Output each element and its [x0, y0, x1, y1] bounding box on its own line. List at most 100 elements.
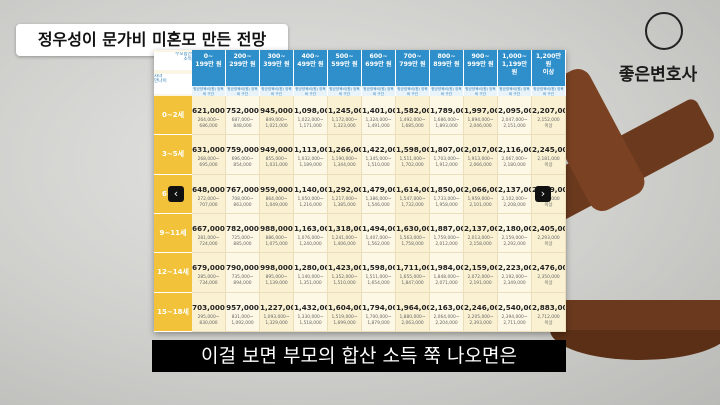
average-cost: 1,614,000: [396, 184, 429, 194]
cost-range: 1,050,000~ 1,216,000: [297, 196, 324, 208]
cost-range: 2,205,000~ 2,393,000: [467, 314, 494, 326]
column-header: 1,000~ 1,199만 원: [498, 50, 532, 86]
average-cost: 988,000: [260, 224, 293, 233]
average-cost: 1,163,000: [294, 224, 327, 233]
average-cost: 1,266,000: [328, 145, 361, 155]
logo-text: 좋은변호사: [618, 65, 698, 85]
table-cell: 1,598,000 1,511,000~ 1,654,000: [362, 253, 396, 293]
table-cell: 679,000 285,000~ 734,000: [192, 253, 226, 293]
column-header: 600~ 699만 원: [362, 50, 396, 86]
corner-top: 부모합산 소득: [154, 52, 192, 70]
column-subheader: 평균양육비(원) 양육비 구간: [294, 86, 328, 96]
average-cost: 2,066,000: [464, 184, 497, 194]
row-header: 9~11세: [154, 214, 192, 254]
table-cell: 1,984,000 1,848,000~ 2,071,000: [430, 253, 464, 293]
table-cell: 2,017,000 1,913,000~ 2,066,000: [464, 135, 498, 175]
average-cost: 2,405,000: [532, 224, 565, 233]
average-cost: 2,883,000: [532, 302, 565, 312]
table-cell: 1,401,000 1,324,000~ 1,491,000: [362, 96, 396, 136]
table-cell: 1,789,000 1,686,000~ 1,893,000: [430, 96, 464, 136]
column-subheader: 평균양육비(원) 양육비 구간: [532, 86, 566, 96]
cost-range: 895,000~ 1,139,000: [265, 275, 288, 287]
average-cost: 759,000: [226, 145, 259, 155]
average-cost: 767,000: [226, 184, 259, 194]
column-header: 800~ 899만 원: [430, 50, 464, 86]
column-subheader: 평균양육비(원) 양육비 구간: [226, 86, 260, 96]
cost-range: 1,703,000~ 1,912,000: [433, 157, 460, 169]
table-cell: 1,614,000 1,547,000~ 1,732,000: [396, 174, 430, 214]
table-cell: 1,997,000 1,894,000~ 2,046,000: [464, 96, 498, 136]
cost-range: 295,000~ 830,000: [197, 314, 220, 326]
cost-range: 1,140,000~ 1,351,000: [297, 275, 324, 287]
table-cell: 1,582,000 1,492,000~ 1,685,000: [396, 96, 430, 136]
average-cost: 1,227,000: [260, 302, 293, 312]
cost-range: 1,519,000~ 1,699,000: [331, 314, 358, 326]
average-cost: 1,098,000: [294, 106, 327, 115]
average-cost: 2,137,000: [498, 184, 531, 194]
cost-range: 285,000~ 734,000: [197, 275, 220, 287]
table-cell: 1,280,000 1,140,000~ 1,351,000: [294, 253, 328, 293]
average-cost: 1,997,000: [464, 106, 497, 115]
table-cell: 752,000 687,000~ 848,000: [226, 96, 260, 136]
table-cell: 1,887,000 1,759,000~ 2,012,000: [430, 214, 464, 254]
column-header: 0~ 199만 원: [192, 50, 226, 86]
prev-button[interactable]: ‹: [168, 186, 184, 202]
table-cell: 1,266,000 1,190,000~ 1,344,000: [328, 135, 362, 175]
next-button[interactable]: ›: [535, 186, 551, 202]
average-cost: 648,000: [192, 184, 225, 194]
column-header: 300~ 399만 원: [260, 50, 294, 86]
average-cost: 2,246,000: [464, 302, 497, 312]
table-cell: 2,207,000 2,152,000 이상: [532, 96, 566, 136]
table-cell: 2,883,000 2,712,000 이상: [532, 292, 566, 332]
table-cell: 2,246,000 2,205,000~ 2,393,000: [464, 292, 498, 332]
column-subheader: 평균양육비(원) 양육비 구간: [430, 86, 464, 96]
table-cell: 1,598,000 1,511,000~ 1,702,000: [396, 135, 430, 175]
average-cost: 2,159,000: [464, 263, 497, 273]
table-cell: 2,405,000 2,293,000 이상: [532, 214, 566, 254]
cost-range: 725,000~ 885,000: [231, 236, 254, 247]
row-header: 3~5세: [154, 135, 192, 175]
cost-range: 831,000~ 1,092,000: [231, 314, 254, 326]
cost-range: 1,386,000~ 1,546,000: [365, 196, 392, 208]
average-cost: 679,000: [192, 263, 225, 273]
table-cell: 1,318,000 1,241,000~ 1,406,000: [328, 214, 362, 254]
cost-range: 1,022,000~ 1,171,000: [297, 118, 324, 129]
cost-range: 1,032,000~ 1,189,000: [297, 157, 324, 169]
cost-range: 2,013,000~ 2,158,000: [467, 236, 494, 247]
table-cell: 1,245,000 1,172,000~ 1,323,000: [328, 96, 362, 136]
table-cell: 1,794,000 1,700,000~ 1,879,000: [362, 292, 396, 332]
average-cost: 1,789,000: [430, 106, 463, 115]
average-cost: 2,207,000: [532, 106, 565, 115]
cost-range: 1,093,000~ 1,329,000: [263, 314, 290, 326]
average-cost: 752,000: [226, 106, 259, 115]
cost-range: 1,511,000~ 1,654,000: [365, 275, 392, 287]
column-subheader: 평균양육비(원) 양육비 구간: [498, 86, 532, 96]
average-cost: 1,598,000: [362, 263, 395, 273]
average-cost: 1,711,000: [396, 263, 429, 273]
column-header: 500~ 599만 원: [328, 50, 362, 86]
table-cell: 1,850,000 1,733,000~ 1,958,000: [430, 174, 464, 214]
cost-range: 1,492,000~ 1,685,000: [399, 118, 426, 129]
average-cost: 1,598,000: [396, 145, 429, 155]
cost-range: 2,394,000~ 2,711,000: [501, 314, 528, 326]
table-cell: 621,000 264,000~ 686,000: [192, 96, 226, 136]
cost-range: 1,880,000~ 2,063,000: [399, 314, 426, 326]
average-cost: 957,000: [226, 302, 259, 312]
cost-range: 1,324,000~ 1,491,000: [365, 118, 392, 129]
average-cost: 945,000: [260, 106, 293, 115]
cost-range: 2,102,000~ 2,208,000: [501, 196, 528, 208]
table-cell: 1,604,000 1,519,000~ 1,699,000: [328, 292, 362, 332]
logo-icon: [645, 12, 683, 50]
column-header: 700~ 799만 원: [396, 50, 430, 86]
cost-range: 1,241,000~ 1,406,000: [331, 236, 358, 247]
average-cost: 2,476,000: [532, 263, 565, 273]
average-cost: 1,630,000: [396, 224, 429, 233]
cost-range: 2,712,000 이상: [537, 314, 560, 326]
average-cost: 1,113,000: [294, 145, 327, 155]
table-cell: 945,000 849,000~ 1,021,000: [260, 96, 294, 136]
cost-range: 2,192,000~ 2,349,000: [501, 275, 528, 287]
average-cost: 1,984,000: [430, 263, 463, 273]
table-cell: 2,540,000 2,394,000~ 2,711,000: [498, 292, 532, 332]
table-cell: 782,000 725,000~ 885,000: [226, 214, 260, 254]
average-cost: 1,604,000: [328, 302, 361, 312]
